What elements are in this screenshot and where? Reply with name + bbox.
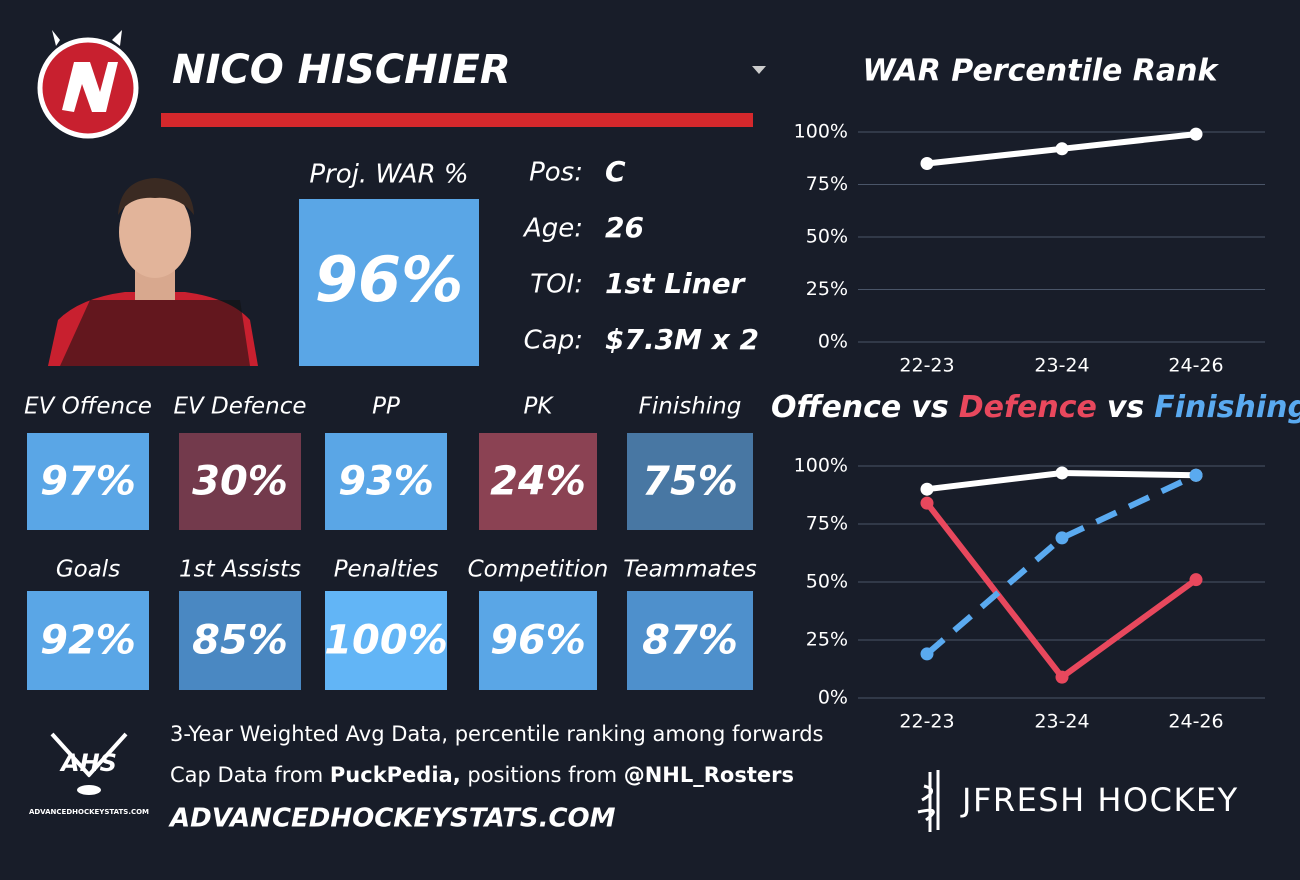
tile-value: 100% [324,618,448,664]
y-tick-label: 100% [794,455,848,477]
tile-label: Penalties [334,557,439,583]
y-tick-label: 50% [806,226,848,248]
x-tick-label: 24-26 [1168,355,1223,377]
tile-value: 75% [642,459,738,505]
ahs-caption: ADVANCEDHOCKEYSTATS.COM [29,808,149,816]
tile-value: 92% [40,618,136,664]
tile-label: EV Defence [173,394,306,420]
point [1189,127,1203,141]
jfresh-brand: JFRESH HOCKEY [960,781,1239,819]
credit-part: PuckPedia, [330,763,461,787]
tile [325,433,447,530]
tile-value: 97% [40,459,136,505]
info-label: TOI: [530,270,583,300]
chart-title: WAR Percentile Rank [863,54,1220,89]
tile [179,433,301,530]
x-tick-label: 24-26 [1168,711,1223,733]
tile [27,591,149,690]
tile-value: 87% [642,618,738,664]
y-tick-label: 75% [806,173,848,195]
dropdown-arrow[interactable] [752,66,766,74]
tile [325,591,447,690]
legend-entry: Offence [771,390,901,425]
tile [627,591,753,690]
stick [50,732,128,778]
tile-value: 85% [192,618,288,664]
team-logo [37,30,139,139]
info-value: 1st Liner [605,267,747,300]
proj-value: 96% [315,243,463,316]
x-tick-label: 23-24 [1034,711,1089,733]
tile-label: PP [372,394,400,420]
name-underline [161,113,753,127]
y-tick-label: 75% [806,513,848,535]
tile-value: 96% [490,618,586,664]
x-tick-label: 23-24 [1034,355,1089,377]
ahs-logo: AHS ADVANCEDHOCKEYSTATS.COM [29,732,149,816]
tile [179,591,301,690]
footer-note: 3-Year Weighted Avg Data, percentile ran… [170,722,824,746]
tile [479,433,597,530]
tile-label: EV Offence [24,394,152,420]
y-tick-label: 25% [806,629,848,651]
tile-label: Competition [468,557,609,583]
point [1055,466,1069,480]
point [920,496,934,510]
info-value: $7.3M x 2 [605,323,759,356]
tile-label: 1st Assists [179,557,301,583]
point [1055,670,1069,684]
legend-entry: Finishing [1154,390,1300,425]
point [920,157,934,170]
tile-label: Goals [56,557,120,583]
tile [627,433,753,530]
proj-label: Proj. WAR % [309,160,468,190]
y-tick-label: 100% [794,121,848,143]
info-label: Pos: [529,158,583,188]
info-label: Cap: [524,326,583,356]
x-tick-label: 22-23 [899,711,954,733]
y-tick-label: 0% [818,687,848,709]
ahs-text: AHS [59,749,117,777]
footer-site: ADVANCEDHOCKEYSTATS.COM [168,804,616,834]
info-value: C [605,155,626,188]
tile-value: 93% [338,459,434,505]
jfresh-logo [917,770,940,832]
point [1189,468,1203,482]
player-photo [48,178,258,366]
player-name: NICO HISCHIER [172,47,511,93]
title-separator: vs [911,390,948,425]
y-tick-label: 0% [818,331,848,353]
legend-entry: Defence [959,390,1097,425]
point [1055,142,1069,156]
title-separator: vs [1107,390,1144,425]
info-value: 26 [605,211,644,244]
info-label: Age: [522,214,583,244]
proj-tile [299,199,479,366]
x-tick-label: 22-23 [899,355,954,377]
point [1055,531,1069,545]
y-tick-label: 50% [806,571,848,593]
tile [479,591,597,690]
point [920,647,934,661]
credit-part: @NHL_Rosters [624,763,794,787]
tile-value: 30% [192,459,288,505]
tile-value: 24% [490,459,586,505]
chart-title: Offence vs Defence vs Finishing [771,390,1300,425]
credit-part: positions from [461,763,624,787]
y-tick-label: 25% [806,278,848,300]
tile-label: PK [524,394,555,420]
footer-credits: Cap Data from PuckPedia, positions from … [170,763,794,787]
tile [27,433,149,530]
tile-label: Finishing [639,394,742,420]
credit-part: Cap Data from [170,763,330,787]
puck [77,785,101,795]
point [920,482,934,496]
tile-label: Teammates [623,557,757,583]
point [1189,573,1203,587]
